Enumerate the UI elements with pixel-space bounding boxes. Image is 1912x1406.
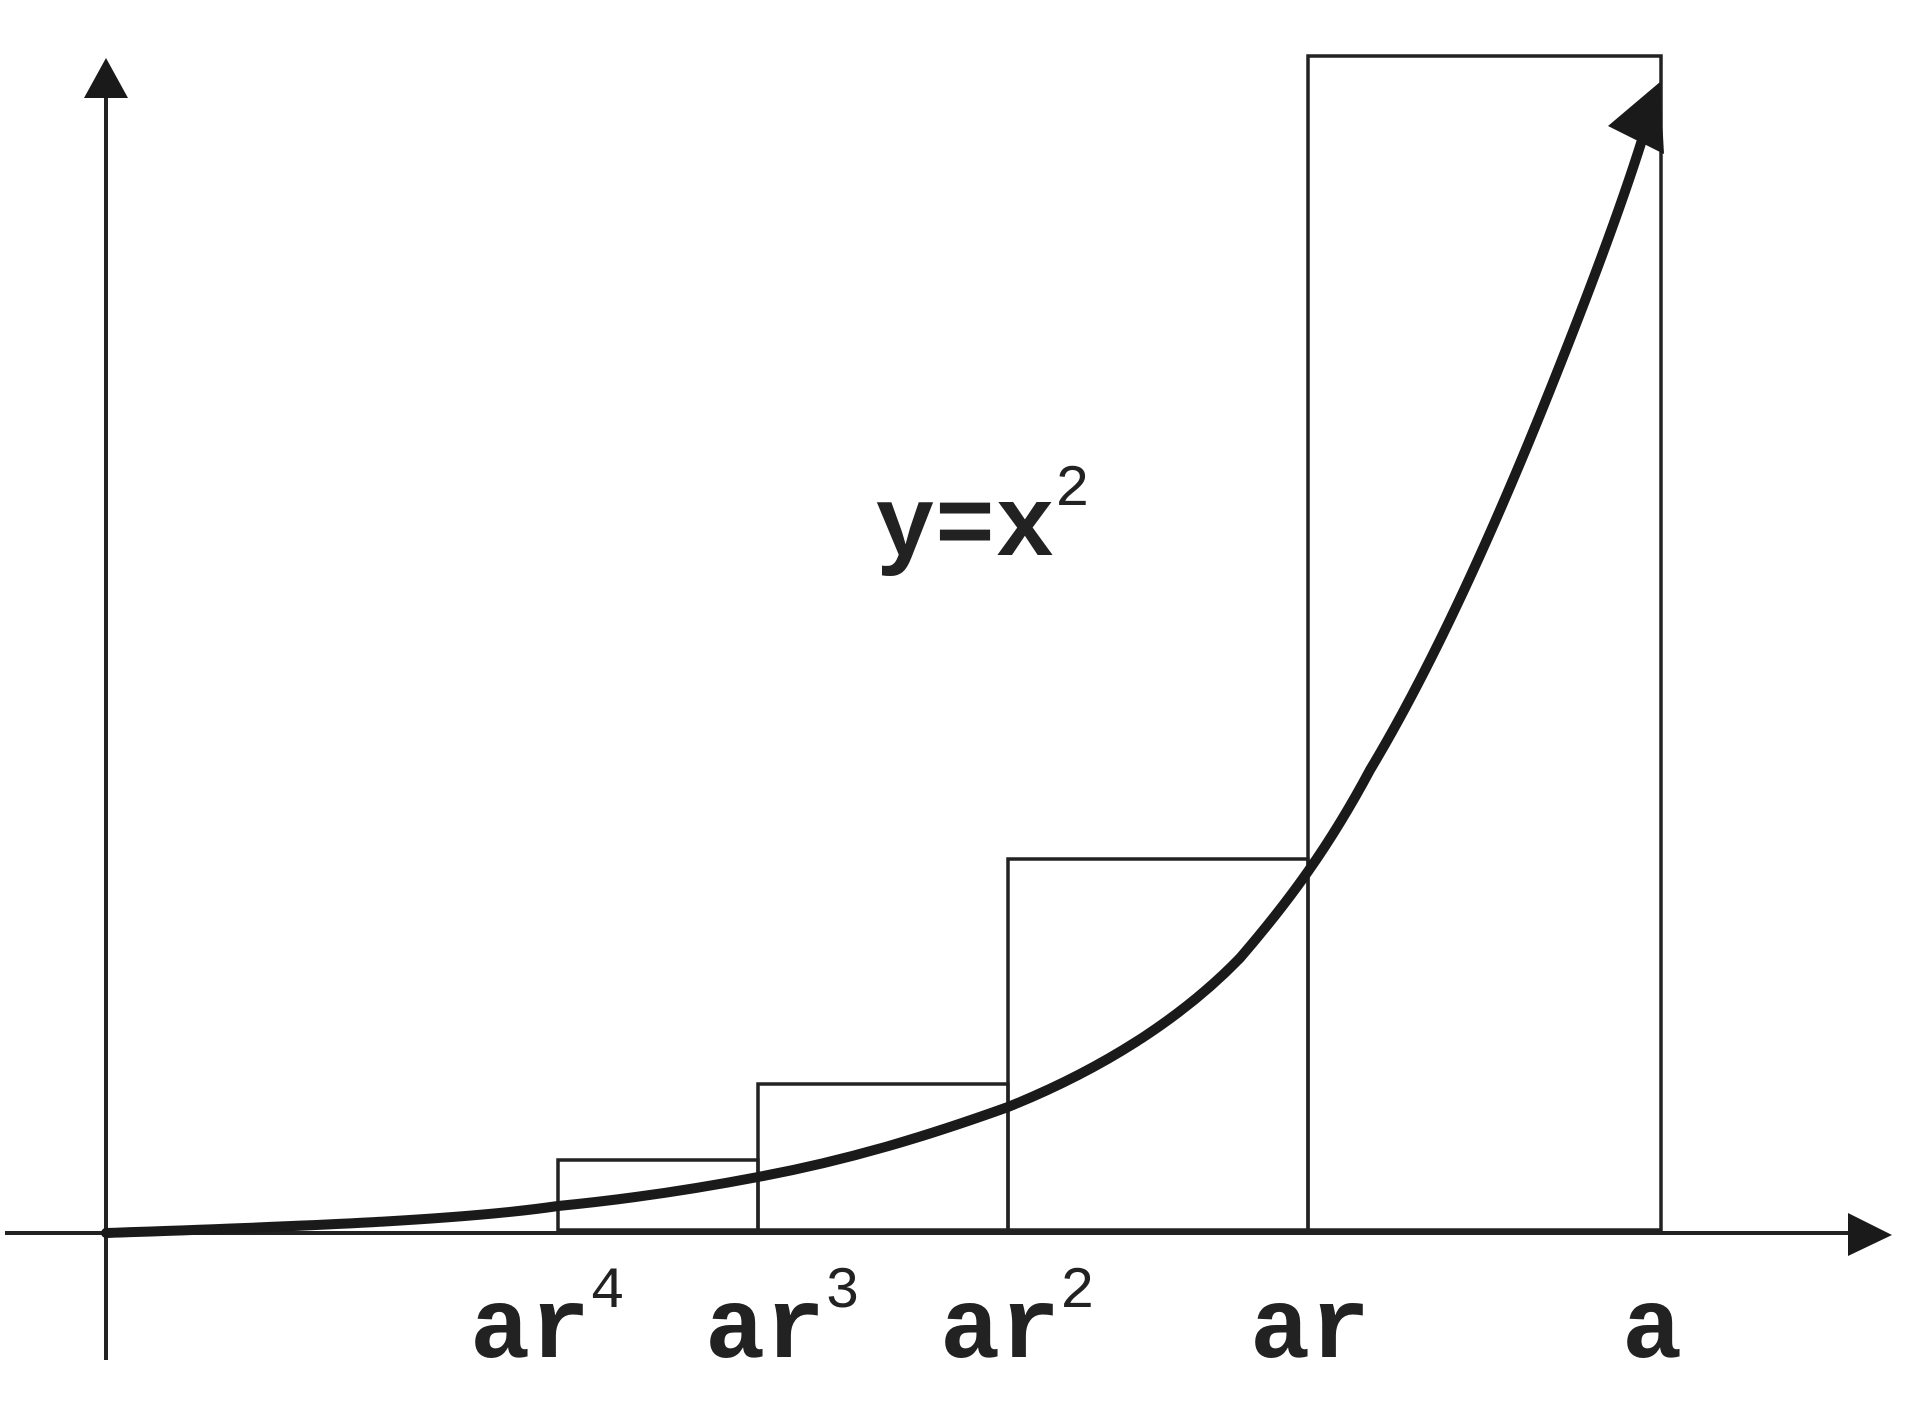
x-label-ar2: ar2 <box>940 1260 1095 1388</box>
curve-label: y=x2 <box>875 458 1090 586</box>
curve-label-base: y=x <box>875 473 1055 586</box>
x-label-ar2-base: ar <box>940 1275 1060 1388</box>
y-axis-arrowhead <box>84 58 128 98</box>
step-rect-ar3 <box>756 1082 1010 1232</box>
x-label-ar3-base: ar <box>705 1275 825 1388</box>
x-label-ar3: ar3 <box>705 1260 860 1388</box>
x-label-ar-base: ar <box>1250 1275 1370 1388</box>
x-label-ar4-base: ar <box>470 1275 590 1388</box>
step-rect-ar <box>1306 54 1663 1232</box>
curve-label-exponent: 2 <box>1055 458 1090 523</box>
x-label-a-base: a <box>1622 1275 1682 1388</box>
x-label-a: a <box>1622 1275 1682 1388</box>
x-label-ar4: ar4 <box>470 1260 625 1388</box>
x-label-ar3-exponent: 3 <box>825 1260 860 1325</box>
x-label-ar4-exponent: 4 <box>590 1260 625 1325</box>
x-label-ar: ar <box>1250 1275 1370 1388</box>
x-axis-arrowhead <box>1848 1213 1892 1256</box>
x-label-ar2-exponent: 2 <box>1060 1260 1095 1325</box>
curve-arrowhead <box>1608 82 1664 154</box>
curve-y-equals-x-squared <box>101 135 1647 1238</box>
step-rect-ar2 <box>1006 857 1310 1232</box>
